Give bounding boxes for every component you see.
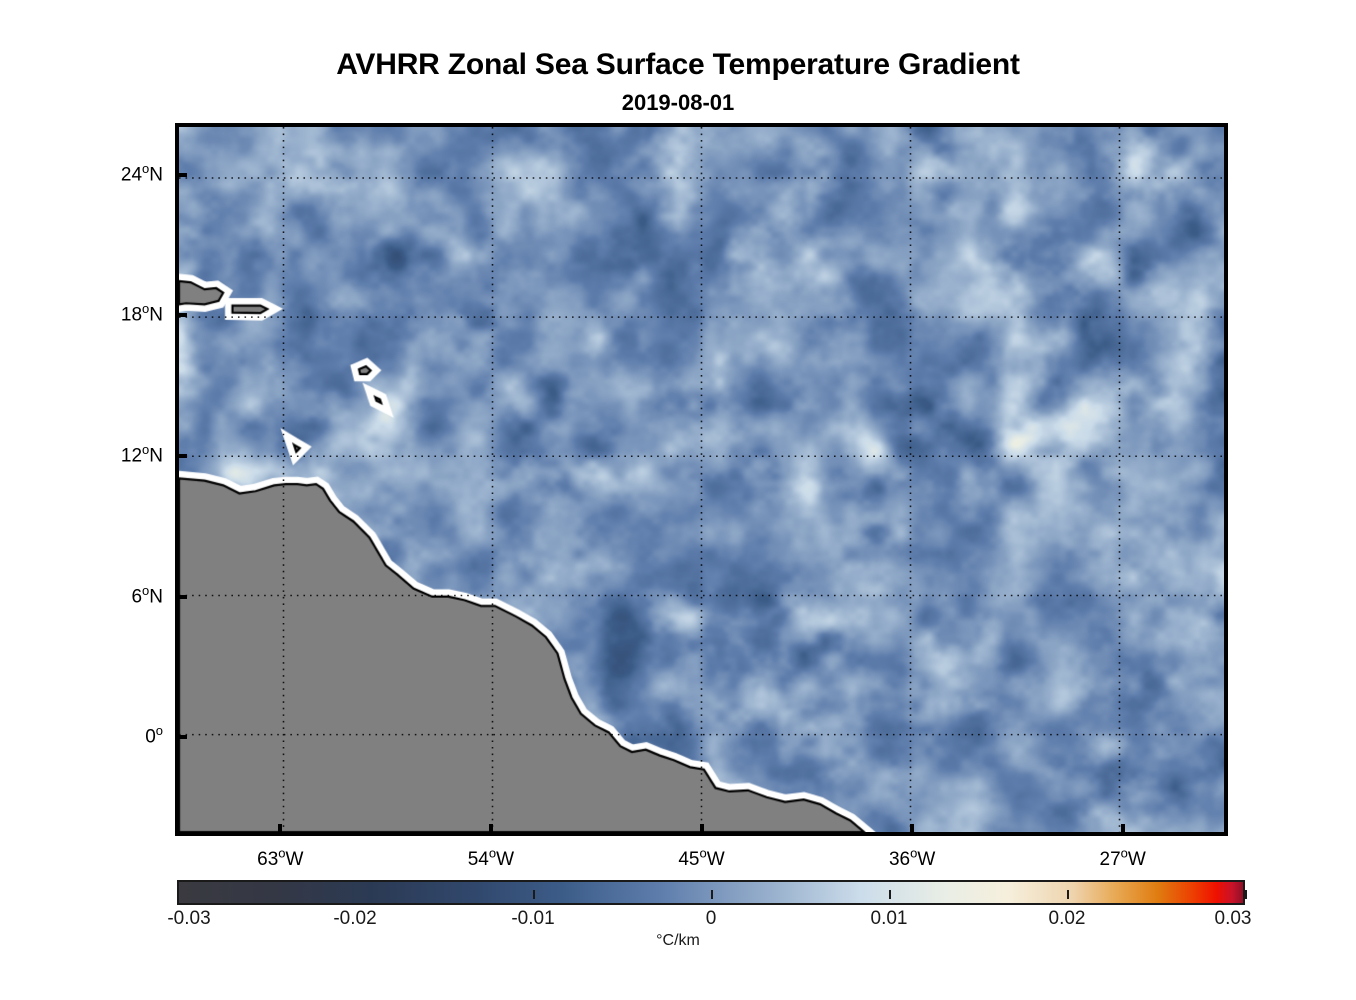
- graticule-grid: [179, 127, 1224, 832]
- colorbar-tick-label-3: 0: [705, 908, 717, 929]
- x-axis-label-0: 63oW: [257, 845, 304, 870]
- colorbar-tick: [533, 890, 535, 899]
- y-axis-label-3: 6oN: [131, 582, 163, 608]
- x-tick-mark: [699, 824, 704, 836]
- page-title: AVHRR Zonal Sea Surface Temperature Grad…: [336, 48, 1020, 81]
- colorbar-tick-label-5: 0.02: [1048, 908, 1086, 929]
- y-tick-mark: [175, 735, 187, 740]
- colorbar-tick: [889, 890, 891, 899]
- map-axes: [175, 123, 1228, 836]
- x-tick-mark: [910, 824, 915, 836]
- colorbar-unit-label: °C/km: [656, 932, 700, 949]
- x-axis-label-3: 36oW: [888, 845, 936, 870]
- colorbar-tick-label-1: -0.02: [333, 908, 377, 929]
- y-tick-mark: [175, 594, 187, 599]
- x-tick-mark: [488, 824, 493, 836]
- y-axis-label-2: 12oN: [120, 442, 163, 467]
- y-axis-label-1: 18oN: [120, 301, 163, 326]
- x-axis-label-2: 45oW: [678, 845, 725, 870]
- y-axis-label-4: 0o: [145, 723, 163, 748]
- y-axis-label-0: 24oN: [120, 160, 163, 186]
- x-axis-label-4: 27oW: [1099, 845, 1146, 870]
- x-tick-mark: [1120, 824, 1125, 836]
- colorbar-tick-label-0: -0.03: [167, 908, 211, 929]
- colorbar-tick-label-2: -0.01: [511, 908, 555, 929]
- x-axis-label-1: 54oW: [467, 845, 515, 870]
- y-tick-mark: [175, 454, 187, 459]
- colorbar: [177, 880, 1247, 905]
- colorbar-tick-label-4: 0.01: [870, 908, 908, 929]
- figure-subtitle: 2019-08-01: [621, 90, 735, 115]
- colorbar-tick-label-6: 0.03: [1214, 908, 1252, 929]
- colorbar-tick: [1067, 890, 1069, 899]
- colorbar-tick: [711, 890, 713, 899]
- x-tick-mark: [278, 824, 283, 836]
- y-tick-mark: [175, 172, 187, 177]
- y-tick-mark: [175, 313, 187, 318]
- colorbar-tick: [1245, 890, 1247, 899]
